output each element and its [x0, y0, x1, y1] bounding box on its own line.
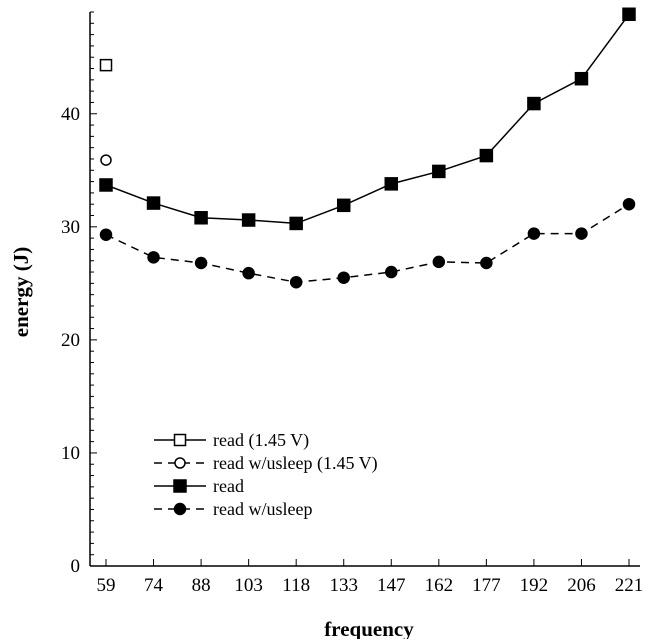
y-axis-label: energy (J) — [9, 247, 33, 337]
legend-label: read w/usleep — [213, 499, 312, 519]
data-point — [241, 213, 256, 227]
legend-item: read — [154, 476, 244, 496]
data-point — [242, 266, 255, 280]
data-point — [432, 255, 446, 269]
data-point — [100, 154, 112, 166]
legend: read (1.45 V)read w/usleep (1.45 V)read r… — [154, 430, 378, 519]
x-tick-label: 59 — [97, 575, 116, 596]
data-point — [385, 265, 398, 279]
data-point — [527, 227, 541, 240]
legend-marker — [173, 479, 187, 493]
data-point — [146, 196, 161, 210]
data-point — [527, 96, 541, 111]
series-line — [105, 203, 630, 283]
x-tick-label: 206 — [567, 575, 596, 596]
data-point — [480, 256, 493, 270]
x-tick-label: 221 — [615, 575, 644, 596]
data-point — [194, 211, 208, 225]
y-tick-label: 40 — [61, 104, 80, 125]
data-point — [336, 198, 351, 213]
legend-marker — [173, 433, 187, 447]
data-point — [147, 251, 160, 264]
y-tick-label: 10 — [61, 443, 80, 464]
legend-label: read — [213, 476, 244, 496]
x-tick-label: 118 — [282, 575, 310, 596]
data-point — [289, 216, 303, 231]
series-2 — [99, 7, 636, 231]
data-point — [622, 7, 636, 22]
series-1 — [100, 154, 112, 166]
x-tick-label: 103 — [234, 575, 263, 596]
y-tick-label: 30 — [61, 217, 80, 238]
legend-item: read (1.45 V) — [154, 430, 309, 451]
data-point — [479, 148, 494, 163]
x-tick-label: 88 — [192, 575, 211, 596]
y-tick-label: 20 — [61, 330, 80, 351]
legend-marker — [173, 502, 187, 516]
x-tick-label: 162 — [425, 575, 454, 596]
x-tick-label: 133 — [329, 575, 358, 596]
data-point — [289, 275, 303, 289]
data-point — [99, 228, 113, 241]
data-point — [194, 256, 208, 270]
plot-area — [99, 7, 636, 289]
data-point — [432, 164, 446, 179]
axes: 0 10 20 30 40 59 74 88 103 118 133 147 162 177 192 206 2… — [61, 11, 644, 596]
data-point — [574, 71, 589, 86]
x-tick-label: 192 — [520, 575, 549, 596]
x-tick-label: 177 — [472, 575, 501, 596]
data-point — [337, 271, 350, 284]
series-3 — [99, 197, 636, 289]
series-0 — [99, 58, 113, 72]
data-point — [384, 177, 399, 191]
x-tick-label: 147 — [377, 575, 406, 596]
data-point — [99, 178, 113, 192]
data-point — [575, 227, 588, 240]
y-tick-label: 0 — [71, 556, 81, 577]
legend-label: read (1.45 V) — [213, 430, 309, 451]
legend-item: read w/usleep (1.45 V) — [154, 453, 378, 474]
data-point — [99, 58, 113, 72]
legend-item: read w/usleep — [154, 499, 312, 519]
legend-marker — [174, 457, 186, 469]
legend-label: read w/usleep (1.45 V) — [213, 453, 378, 474]
data-point — [622, 197, 636, 211]
series-line — [105, 13, 630, 225]
x-tick-label: 74 — [144, 575, 164, 596]
x-axis-label: frequency — [324, 617, 414, 639]
